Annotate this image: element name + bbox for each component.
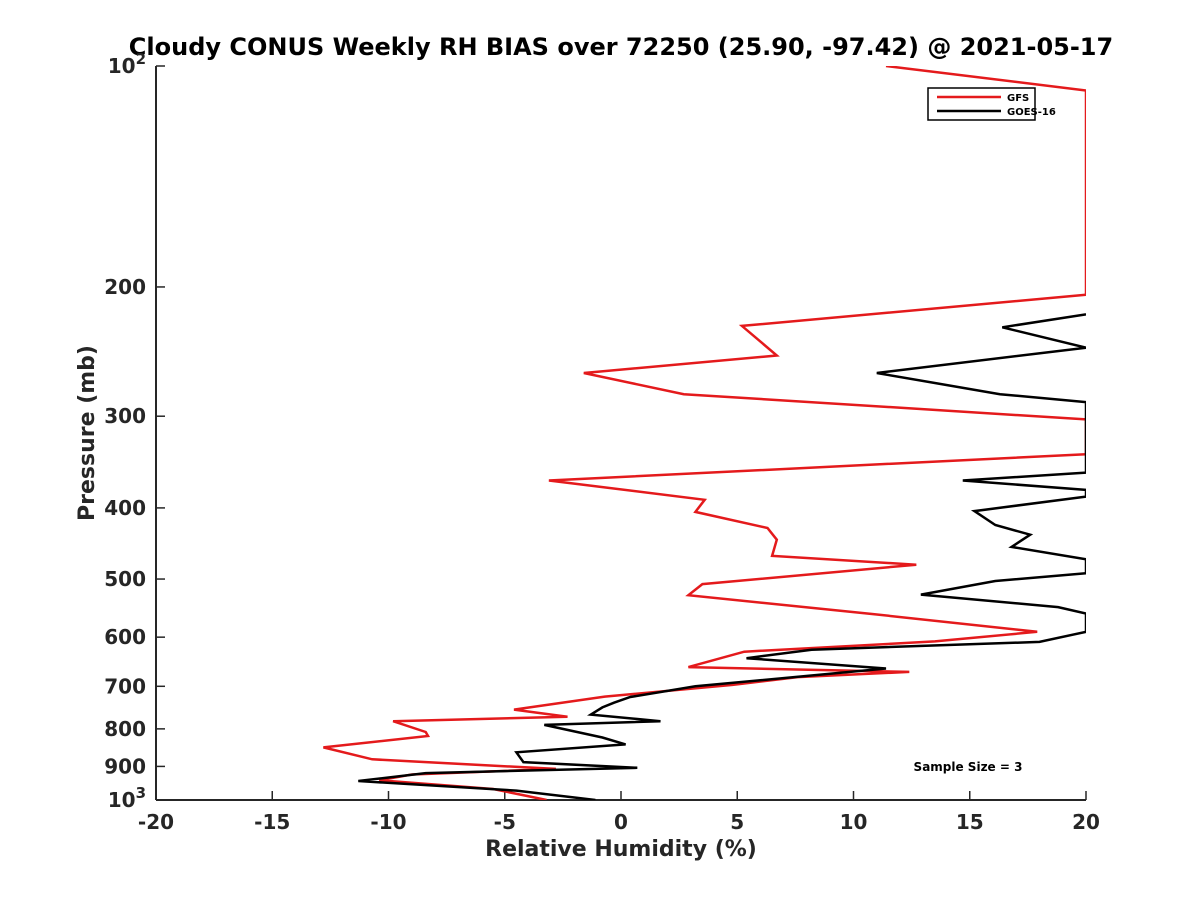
chart-title: Cloudy CONUS Weekly RH BIAS over 72250 (… (129, 33, 1113, 61)
y-tick-label: 103 (108, 784, 146, 812)
sample-size-annotation: Sample Size = 3 (914, 760, 1023, 774)
y-tick-label: 300 (104, 404, 146, 428)
x-tick-label: 10 (840, 810, 868, 834)
x-tick-label: 5 (730, 810, 744, 834)
x-tick-label: 20 (1072, 810, 1100, 834)
y-axis-label: Pressure (mb) (75, 345, 100, 521)
legend-label: GOES-16 (1007, 107, 1056, 118)
legend: GFS GOES-16 (927, 87, 1056, 121)
y-tick-label: 600 (104, 625, 146, 649)
y-tick-label: 900 (104, 754, 146, 778)
series-line-gfs (323, 66, 1086, 800)
x-tick-label: -15 (254, 810, 290, 834)
y-tick-label: 400 (104, 496, 146, 520)
legend-box (927, 87, 1036, 121)
y-tick-label: 800 (104, 717, 146, 741)
x-tick-label: 0 (614, 810, 628, 834)
series-line-goes-16 (358, 313, 1086, 800)
legend-label: GFS (1007, 93, 1029, 104)
y-tick-label: 102 (108, 50, 146, 78)
y-tick-label: 700 (104, 674, 146, 698)
x-axis-label: Relative Humidity (%) (485, 837, 757, 862)
axes: -20 -15 -10 -5 0 5 10 15 20 102 200 300 400 500 600 700… (104, 50, 1100, 834)
x-tick-label: -20 (138, 810, 174, 834)
x-tick-label: -5 (494, 810, 516, 834)
x-tick-label: 15 (956, 810, 984, 834)
y-tick-label: 200 (104, 275, 146, 299)
y-tick-label: 500 (104, 567, 146, 591)
x-tick-label: -10 (370, 810, 406, 834)
series-layer (323, 66, 1086, 800)
